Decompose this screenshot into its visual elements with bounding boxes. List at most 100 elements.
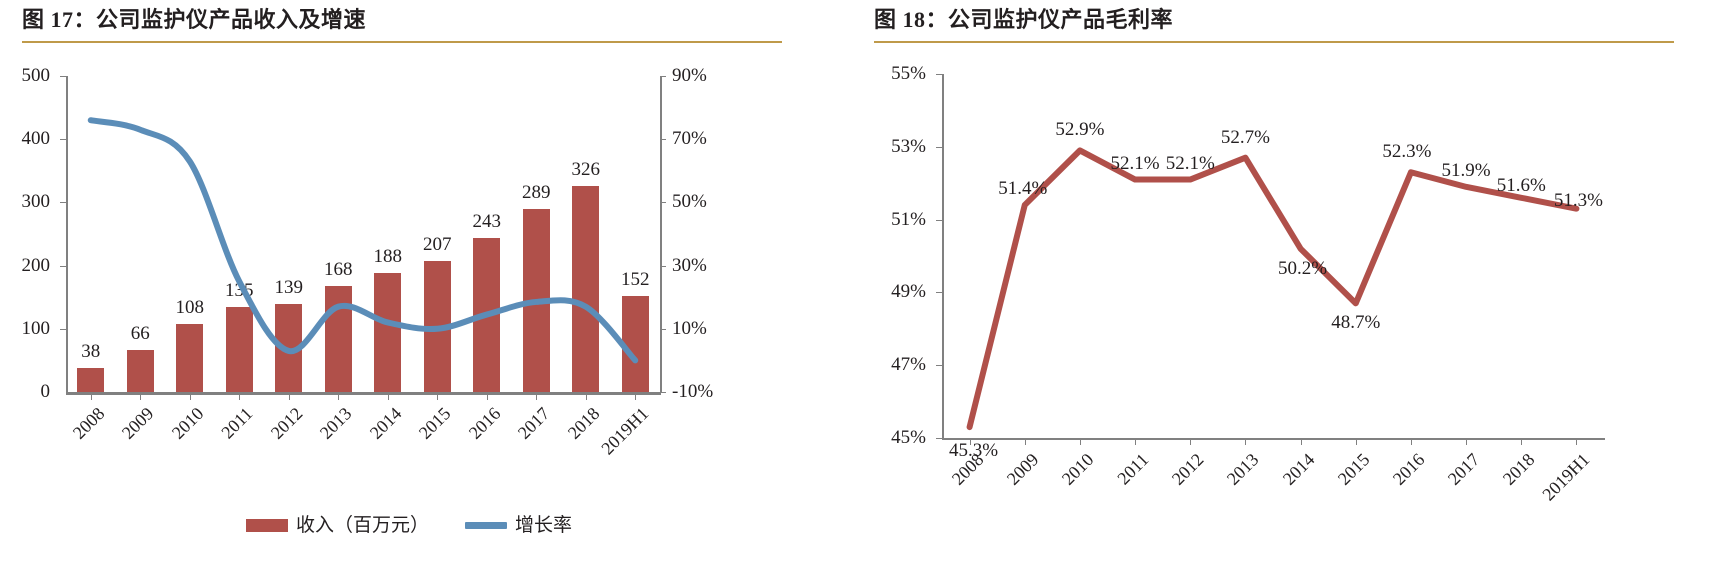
y-axis-tick xyxy=(936,365,942,366)
x-axis-tick xyxy=(1190,439,1192,445)
data-point-label: 45.3% xyxy=(949,440,999,462)
data-point-label: 52.3% xyxy=(1382,141,1432,163)
y-axis-tick-label: 51% xyxy=(891,208,926,230)
figure-18-title: 图 18：公司监护仪产品毛利率 xyxy=(874,7,1174,32)
x-axis-tick xyxy=(437,394,439,400)
bar-value-label: 108 xyxy=(175,296,205,318)
x-axis-tick xyxy=(140,394,142,400)
x-axis-tick xyxy=(1300,439,1302,445)
y-axis-tick xyxy=(936,438,942,439)
x-axis-tick xyxy=(585,394,587,400)
bar xyxy=(572,185,600,392)
bar xyxy=(176,323,204,392)
y-axis-right-tick xyxy=(660,392,666,393)
data-point-label: 51.3% xyxy=(1553,189,1603,211)
y-axis-left-tick xyxy=(60,76,66,77)
figure-18-header: 图 18：公司监护仪产品毛利率 xyxy=(874,0,1674,44)
y-axis-right-tick xyxy=(660,329,666,330)
legend-item-growth: 增长率 xyxy=(465,516,572,535)
bar-value-label: 188 xyxy=(373,246,403,268)
bar xyxy=(77,367,105,392)
x-axis-tick xyxy=(387,394,389,400)
growth-rate-line xyxy=(87,117,639,364)
growth-rate-line-svg xyxy=(87,117,639,364)
y-axis-right-tick xyxy=(660,139,666,140)
x-axis-tick xyxy=(969,439,971,445)
x-axis-tick xyxy=(1135,439,1137,445)
y-axis-line xyxy=(942,74,944,439)
x-axis-tick xyxy=(1024,439,1026,445)
bar-value-label: 38 xyxy=(81,340,101,362)
y-axis-left-tick xyxy=(60,139,66,140)
y-axis-tick xyxy=(936,74,942,75)
x-axis-tick xyxy=(1521,439,1523,445)
data-point-label: 51.4% xyxy=(998,178,1048,200)
y-axis-left-line xyxy=(66,76,68,393)
y-axis-left-tick-label: 200 xyxy=(21,254,51,276)
legend-label-growth: 增长率 xyxy=(515,515,573,536)
y-axis-left-tick xyxy=(60,266,66,267)
x-axis-tick xyxy=(288,394,290,400)
x-axis-tick xyxy=(486,394,488,400)
bar xyxy=(621,295,649,392)
x-axis-tick xyxy=(189,394,191,400)
figure-17-title-rule xyxy=(22,41,782,44)
y-axis-tick-label: 49% xyxy=(891,281,926,303)
bar-value-label: 243 xyxy=(472,211,502,233)
y-axis-right-tick-label: 10% xyxy=(672,317,707,339)
y-axis-left-tick-label: 500 xyxy=(21,65,51,86)
data-point-label: 52.7% xyxy=(1220,126,1270,148)
y-axis-tick xyxy=(936,147,942,148)
x-axis-line xyxy=(66,392,661,395)
bar-value-label: 289 xyxy=(522,182,551,204)
y-axis-right-tick xyxy=(660,202,666,203)
y-axis-tick-label: 45% xyxy=(891,427,926,448)
bar-value-label: 207 xyxy=(423,234,452,256)
bar xyxy=(225,306,253,392)
y-axis-left-tick-label: 0 xyxy=(40,381,51,402)
y-axis-right-tick xyxy=(660,266,666,267)
data-point-label: 52.9% xyxy=(1055,119,1105,141)
x-axis-line xyxy=(942,438,1605,440)
data-point-label: 51.6% xyxy=(1496,174,1546,196)
figure-17-plot-area: 0 100 200 300 400 500 -10% 10% 30% 50% 70% 90% 2008 2… xyxy=(0,60,864,574)
bar xyxy=(374,273,402,392)
legend-item-revenue: 收入（百万元） xyxy=(246,516,429,535)
data-point-label: 50.2% xyxy=(1278,257,1328,279)
data-point-label: 48.7% xyxy=(1331,312,1381,334)
x-axis-tick xyxy=(635,394,637,400)
y-axis-left-tick-label: 300 xyxy=(21,191,51,213)
y-axis-right-line xyxy=(660,76,662,393)
figure-panel-17: 图 17：公司监护仪产品收入及增速 0 100 200 300 400 500 -10% 10… xyxy=(0,0,864,574)
gross-margin-line-svg xyxy=(966,147,1580,431)
y-axis-tick-label: 47% xyxy=(891,354,926,376)
x-axis-tick xyxy=(239,394,241,400)
x-axis-tick xyxy=(1355,439,1357,445)
figure-18-title-rule xyxy=(874,41,1674,44)
y-axis-left-tick-label: 100 xyxy=(21,317,51,339)
y-axis-right-tick-label: -10% xyxy=(672,381,714,402)
y-axis-left-tick xyxy=(60,329,66,330)
bar-value-label: 139 xyxy=(274,277,304,299)
figure-panel-18: 图 18：公司监护仪产品毛利率 45% 47% 49% 51% 53% 55% 2008 20… xyxy=(864,0,1728,574)
x-axis-tick xyxy=(1245,439,1247,445)
y-axis-right-tick-label: 30% xyxy=(672,254,707,276)
y-axis-right-tick xyxy=(660,76,666,77)
x-axis-tick xyxy=(1466,439,1468,445)
bar-value-label: 168 xyxy=(324,258,353,280)
figure-17-header: 图 17：公司监护仪产品收入及增速 xyxy=(22,0,782,44)
data-point-label: 52.1% xyxy=(1110,152,1160,174)
y-axis-tick-label: 55% xyxy=(891,63,926,84)
y-axis-right-tick-label: 90% xyxy=(672,65,707,86)
x-axis-tick xyxy=(1079,439,1081,445)
legend-swatch-line-icon xyxy=(465,522,508,529)
data-point-label: 51.9% xyxy=(1441,159,1491,181)
figure-17-legend: 收入（百万元） 增长率 xyxy=(246,516,572,535)
y-axis-tick-label: 53% xyxy=(891,135,926,157)
figure-18-plot-area: 45% 47% 49% 51% 53% 55% 2008 2009 2010 2011 2012 20… xyxy=(864,60,1728,574)
bar-value-label: 66 xyxy=(130,323,150,345)
x-axis-tick xyxy=(1576,439,1578,445)
bar-value-label: 326 xyxy=(571,158,601,180)
legend-label-revenue: 收入（百万元） xyxy=(296,515,430,536)
